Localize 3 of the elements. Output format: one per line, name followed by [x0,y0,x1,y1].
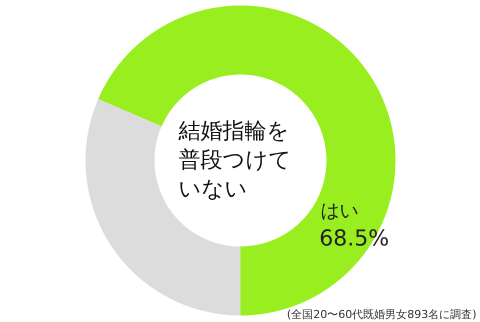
text: 結婚指輪を普段つけていない [178,119,292,202]
slice-label: はい [320,200,358,222]
text: (全国20〜60代既婚男女893名に調査) [286,308,477,321]
